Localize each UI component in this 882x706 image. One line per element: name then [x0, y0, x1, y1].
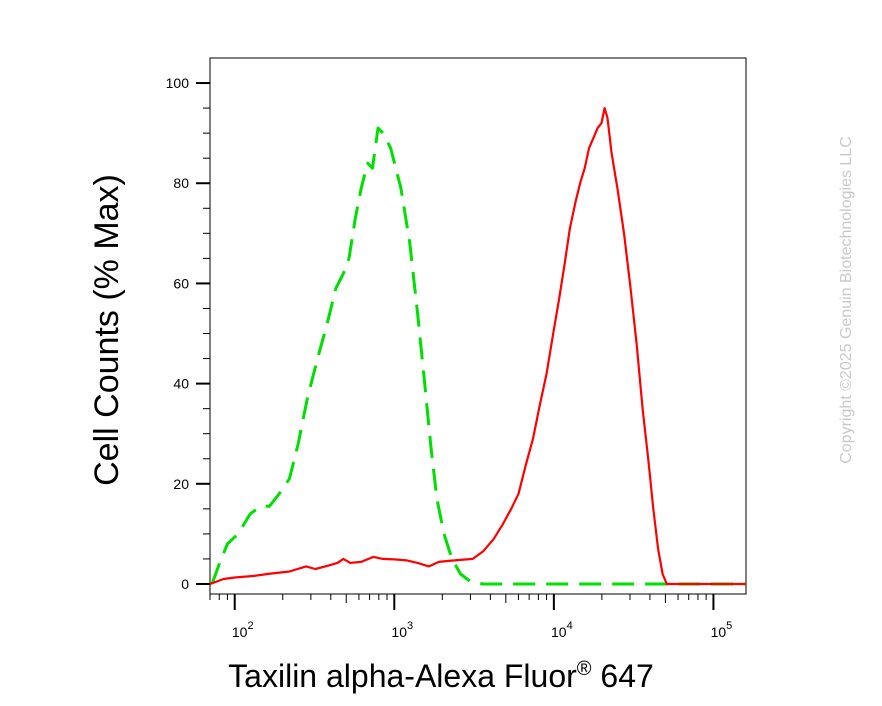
plot-frame [209, 57, 747, 595]
x-axis-title-suffix: 647 [592, 658, 654, 694]
x-axis-title: Taxilin alpha-Alexa Fluor® 647 [228, 658, 654, 694]
control-histogram-line [210, 126, 746, 586]
x-axis-title-superscript: ® [577, 658, 592, 680]
series-layer [209, 107, 746, 586]
y-tick-label: 20 [173, 476, 189, 492]
y-tick-label: 80 [173, 175, 189, 191]
copyright-text: Copyright ©2025 Genuin Biotechnologies L… [838, 136, 855, 464]
y-tick-label: 100 [166, 75, 190, 91]
y-axis-title: Cell Counts (% Max) [88, 174, 126, 486]
y-tick-label: 40 [173, 376, 189, 392]
x-axis: 102 103 104 105 [209, 594, 733, 640]
x-axis-title-main: Taxilin alpha-Alexa Fluor [228, 658, 577, 694]
sample-histogram-line [209, 107, 746, 586]
y-tick-label: 60 [173, 275, 189, 291]
y-tick-label: 0 [181, 576, 189, 592]
x-tick-label: 102 [232, 620, 254, 640]
x-tick-label: 104 [551, 620, 573, 640]
x-tick-label: 105 [711, 620, 733, 640]
x-tick-label: 103 [391, 620, 413, 640]
y-axis: 0 20 40 60 80 100 [166, 75, 210, 592]
